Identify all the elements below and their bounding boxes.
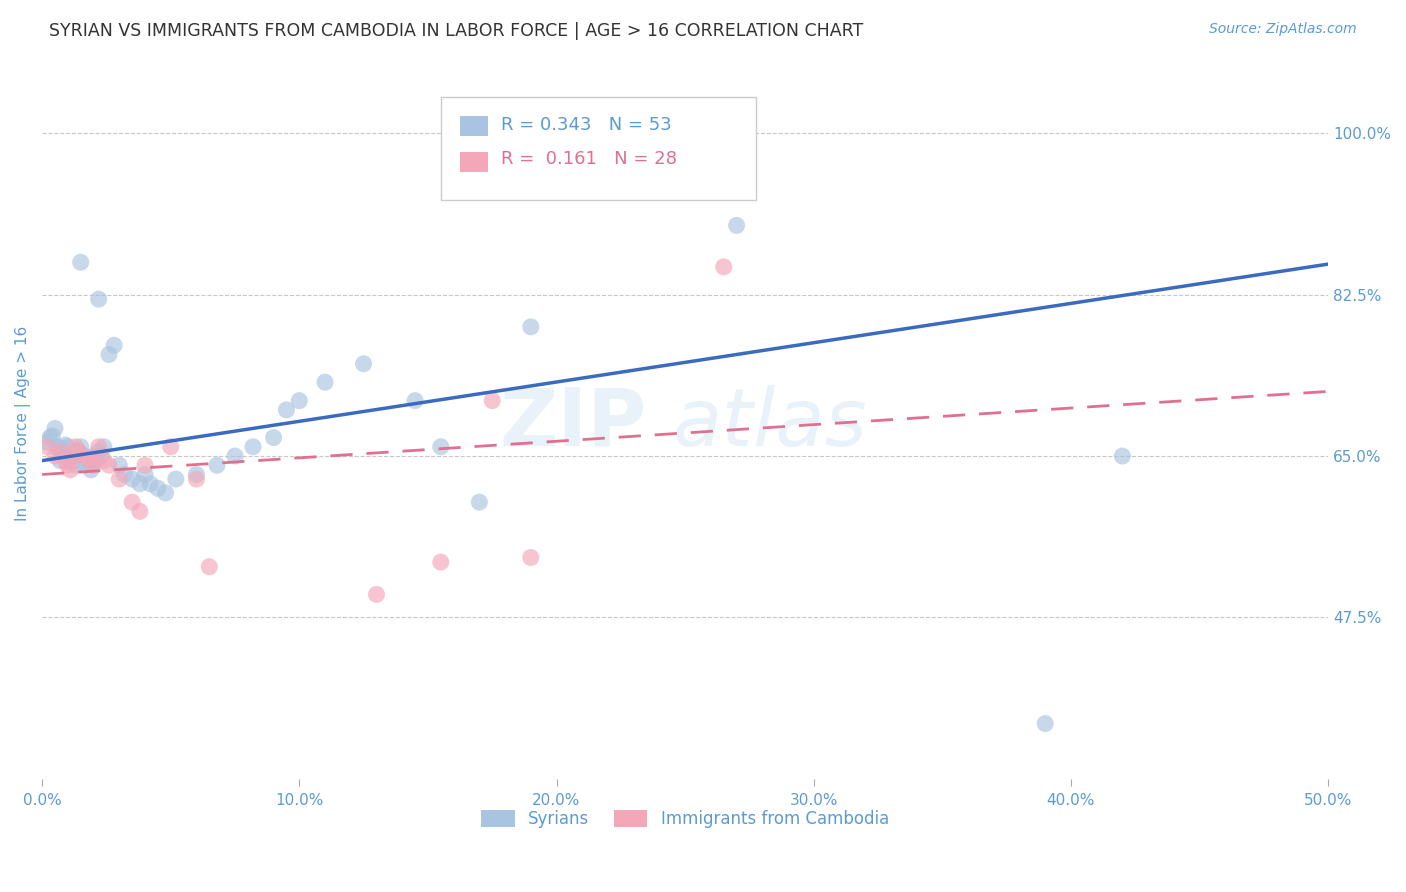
Point bbox=[49, 444, 72, 458]
Point bbox=[159, 440, 181, 454]
Point bbox=[53, 453, 76, 467]
Point bbox=[69, 440, 91, 454]
Point bbox=[713, 260, 735, 274]
Point bbox=[725, 219, 748, 233]
Point bbox=[37, 435, 59, 450]
Point bbox=[198, 559, 221, 574]
Point bbox=[83, 449, 105, 463]
Point bbox=[93, 440, 115, 454]
Point bbox=[1033, 716, 1056, 731]
Point bbox=[481, 393, 503, 408]
Point bbox=[224, 449, 246, 463]
Point bbox=[38, 431, 60, 445]
Point bbox=[49, 444, 72, 458]
Point bbox=[80, 453, 103, 467]
Point bbox=[62, 453, 84, 467]
Point bbox=[87, 440, 110, 454]
Point bbox=[59, 463, 82, 477]
Point bbox=[65, 440, 87, 454]
Text: atlas: atlas bbox=[672, 384, 868, 463]
Point bbox=[65, 458, 87, 473]
Point bbox=[83, 458, 105, 473]
Point bbox=[121, 472, 143, 486]
Point bbox=[242, 440, 264, 454]
Point bbox=[146, 481, 169, 495]
Point bbox=[520, 550, 543, 565]
Point bbox=[186, 467, 208, 482]
Point bbox=[98, 458, 121, 473]
Point bbox=[80, 463, 103, 477]
Point bbox=[520, 319, 543, 334]
Point bbox=[67, 444, 90, 458]
Point bbox=[121, 495, 143, 509]
Point bbox=[98, 347, 121, 361]
Point bbox=[108, 472, 131, 486]
Point bbox=[77, 450, 100, 465]
Point bbox=[87, 444, 110, 458]
Point bbox=[429, 555, 451, 569]
Point bbox=[128, 476, 150, 491]
Point bbox=[49, 453, 72, 467]
Point bbox=[56, 440, 79, 454]
Point bbox=[41, 428, 63, 442]
Point bbox=[1111, 449, 1133, 463]
FancyBboxPatch shape bbox=[440, 97, 756, 200]
Text: ZIP: ZIP bbox=[499, 384, 647, 463]
Point bbox=[404, 393, 426, 408]
Point bbox=[44, 449, 66, 463]
Point bbox=[186, 472, 208, 486]
Point bbox=[366, 587, 388, 601]
Point bbox=[429, 440, 451, 454]
Point bbox=[314, 375, 336, 389]
Point bbox=[205, 458, 228, 473]
Point bbox=[56, 458, 79, 473]
Point bbox=[77, 453, 100, 467]
Point bbox=[155, 486, 177, 500]
Point bbox=[69, 255, 91, 269]
Point bbox=[59, 449, 82, 463]
Point bbox=[468, 495, 491, 509]
Point bbox=[165, 472, 187, 486]
Text: Source: ZipAtlas.com: Source: ZipAtlas.com bbox=[1209, 22, 1357, 37]
Point bbox=[46, 440, 69, 454]
Point bbox=[72, 449, 94, 463]
Point bbox=[67, 444, 90, 458]
Point bbox=[139, 476, 162, 491]
Bar bbox=[460, 116, 488, 136]
Point bbox=[276, 403, 298, 417]
Point bbox=[103, 338, 125, 352]
Text: R =  0.161   N = 28: R = 0.161 N = 28 bbox=[501, 150, 678, 169]
Point bbox=[134, 467, 156, 482]
Point bbox=[353, 357, 375, 371]
Point bbox=[53, 438, 76, 452]
Text: R = 0.343   N = 53: R = 0.343 N = 53 bbox=[501, 116, 672, 134]
Text: SYRIAN VS IMMIGRANTS FROM CAMBODIA IN LABOR FORCE | AGE > 16 CORRELATION CHART: SYRIAN VS IMMIGRANTS FROM CAMBODIA IN LA… bbox=[49, 22, 863, 40]
Point bbox=[134, 458, 156, 473]
Point bbox=[75, 458, 97, 473]
Point bbox=[62, 449, 84, 463]
Legend: Syrians, Immigrants from Cambodia: Syrians, Immigrants from Cambodia bbox=[475, 803, 896, 835]
Point bbox=[108, 458, 131, 473]
Point bbox=[263, 431, 285, 445]
Point bbox=[44, 421, 66, 435]
Point bbox=[84, 453, 107, 467]
Bar bbox=[460, 152, 488, 171]
Point bbox=[128, 504, 150, 518]
Point bbox=[112, 467, 135, 482]
Point bbox=[90, 449, 112, 463]
Point bbox=[37, 440, 59, 454]
Point bbox=[93, 453, 115, 467]
Point bbox=[288, 393, 311, 408]
Point bbox=[52, 442, 75, 456]
Point bbox=[87, 292, 110, 306]
Point bbox=[72, 449, 94, 463]
Y-axis label: In Labor Force | Age > 16: In Labor Force | Age > 16 bbox=[15, 326, 31, 521]
